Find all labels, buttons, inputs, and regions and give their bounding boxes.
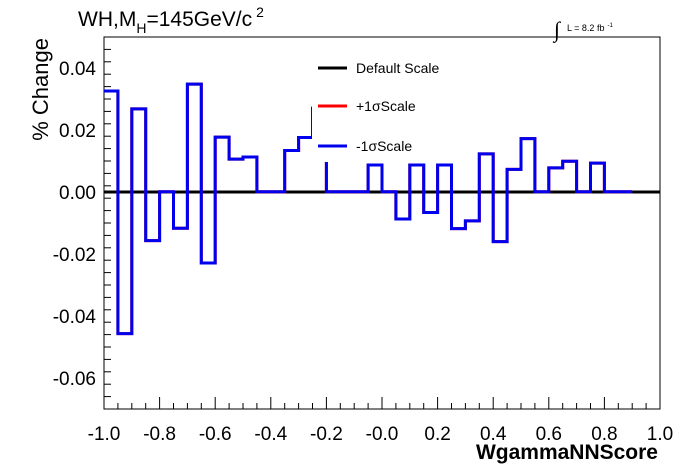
y-tick-label: 0.04 <box>59 59 96 80</box>
legend-entry-minus: -1σScale <box>318 138 412 154</box>
svg-text:L = 8.2 fb-1: L = 8.2 fb -1 <box>567 23 613 33</box>
x-tick-label: -0.0 <box>366 424 399 445</box>
x-tick-label: -0.6 <box>199 424 232 445</box>
legend-label-plus: +1σScale <box>356 98 416 114</box>
luminosity-text: L = 8.2 fb <box>567 23 604 33</box>
legend-background <box>312 56 460 162</box>
y-axis-title: % Change <box>28 38 53 141</box>
y-tick-label: 0.00 <box>59 183 96 204</box>
x-tick-label: 1.0 <box>647 424 673 445</box>
series-layer <box>104 82 660 336</box>
legend-label-default: Default Scale <box>356 60 439 76</box>
legend: Default Scale +1σScale -1σScale <box>312 56 460 162</box>
x-tick-label: 0.4 <box>480 424 507 445</box>
series-line <box>104 82 633 336</box>
title-main: WH,M <box>78 8 136 31</box>
x-tick-label: -0.2 <box>310 424 343 445</box>
legend-entry-plus: +1σScale <box>318 98 416 114</box>
series-2 <box>104 82 633 336</box>
chart-title: WH,MH=145GeV/c 2 <box>78 4 264 36</box>
svg-text:WH,MH=145GeV/c2: WH,MH=145GeV/c 2 <box>78 4 264 36</box>
y-tick-label: -0.06 <box>53 369 96 390</box>
luminosity-label: ∫ L = 8.2 fb -1 <box>552 17 613 43</box>
x-axis-tick-labels: -1.0 -0.8 -0.6 -0.4 -0.2 -0.0 0.2 0.4 0.6 0.8 1.0 <box>88 424 674 445</box>
title-subscript: H <box>136 20 146 36</box>
title-rest: =145GeV/c <box>146 8 252 31</box>
y-tick-label: -0.04 <box>53 307 97 328</box>
x-tick-label: 0.2 <box>424 424 450 445</box>
y-axis-tick-labels: 0.04 0.02 0.00 -0.02 -0.04 -0.06 <box>53 59 97 390</box>
title-superscript: 2 <box>256 4 264 20</box>
x-tick-label: -0.4 <box>254 424 287 445</box>
y-tick-label: 0.02 <box>59 121 96 142</box>
legend-label-minus: -1σScale <box>356 138 412 154</box>
x-tick-label: -0.8 <box>143 424 176 445</box>
x-axis-ticks <box>103 397 661 409</box>
x-tick-label: -1.0 <box>88 424 121 445</box>
legend-entry-default: Default Scale <box>318 60 439 76</box>
luminosity-exponent: -1 <box>607 23 613 29</box>
x-tick-label: 0.8 <box>591 424 617 445</box>
integral-sign-icon: ∫ <box>552 17 562 43</box>
x-tick-label: 0.6 <box>536 424 562 445</box>
y-axis-ticks <box>104 36 111 410</box>
y-tick-label: -0.02 <box>53 245 96 266</box>
x-axis-title: WgammaNNScore <box>476 441 658 464</box>
